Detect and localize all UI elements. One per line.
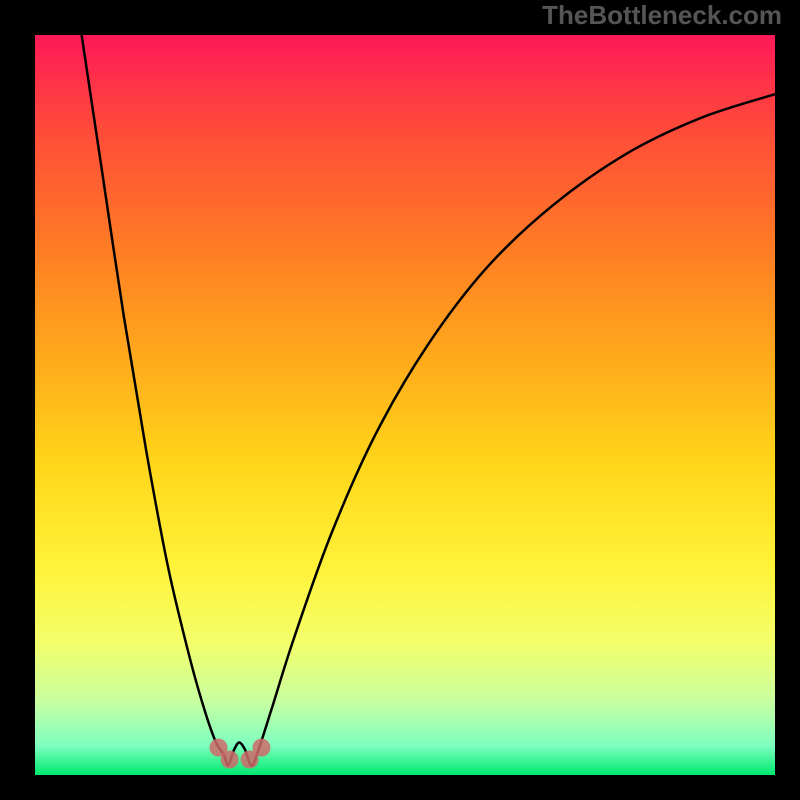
curve-layer: [35, 35, 775, 775]
watermark-text: TheBottleneck.com: [542, 0, 782, 31]
minimum-marker: [252, 739, 270, 757]
chart-container: TheBottleneck.com: [0, 0, 800, 800]
bottleneck-curve: [82, 35, 775, 766]
plot-area: [35, 35, 775, 775]
minimum-marker: [221, 750, 239, 768]
